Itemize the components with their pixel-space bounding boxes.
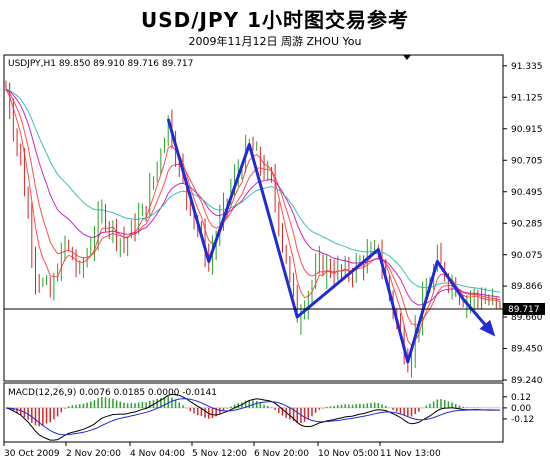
moving-average-line [5, 88, 501, 306]
moving-average-line [5, 88, 501, 293]
price-tick-label: 89.660 [511, 313, 543, 323]
price-panel [3, 54, 504, 382]
price-tick-label: 89.450 [511, 345, 543, 355]
time-tick-label: 10 Nov 05:00 [318, 449, 379, 459]
price-tick-label: 90.285 [511, 219, 543, 229]
current-price-box [503, 303, 545, 315]
shift-marker-icon [403, 55, 411, 60]
price-tick-label: 90.495 [511, 188, 543, 198]
current-price-label: 89.717 [508, 305, 540, 315]
time-tick-label: 6 Nov 20:00 [254, 449, 309, 459]
macd-tick-label: 0.00 [511, 404, 531, 414]
price-tick-label: 91.335 [511, 62, 543, 72]
page-title: USD/JPY 1小时图交易参考 [140, 8, 409, 32]
macd-line [5, 393, 500, 441]
price-tick-label: 90.075 [511, 251, 543, 261]
macd-label: MACD(12,26,9) 0.0076 0.0185 0.0000 -0.01… [8, 388, 217, 398]
time-tick-label: 5 Nov 12:00 [192, 449, 247, 459]
macd-tick-label: -0.12 [511, 415, 534, 425]
price-tick-label: 89.866 [511, 282, 543, 292]
forecast-arrow-icon [479, 319, 496, 337]
time-tick-label: 2 Nov 20:00 [66, 449, 121, 459]
zigzag-pattern-line [166, 118, 494, 364]
macd-tick-label: 0.12 [511, 393, 531, 403]
macd-signal-line [5, 398, 500, 436]
macd-panel [3, 382, 504, 443]
price-tick-label: 91.125 [511, 93, 543, 103]
time-tick-label: 4 Nov 04:00 [130, 449, 185, 459]
page-subtitle: 2009年11月12日 周游 ZHOU You [188, 35, 362, 48]
price-tick-label: 90.915 [511, 125, 543, 135]
price-tick-label: 90.705 [511, 156, 543, 166]
time-tick-label: 11 Nov 13:00 [380, 449, 441, 459]
price-tick-label: 89.240 [511, 376, 543, 386]
symbol-label: USDJPY,H1 89.850 89.910 89.716 89.717 [8, 59, 193, 69]
time-tick-label: 30 Oct 2009 [4, 449, 60, 459]
